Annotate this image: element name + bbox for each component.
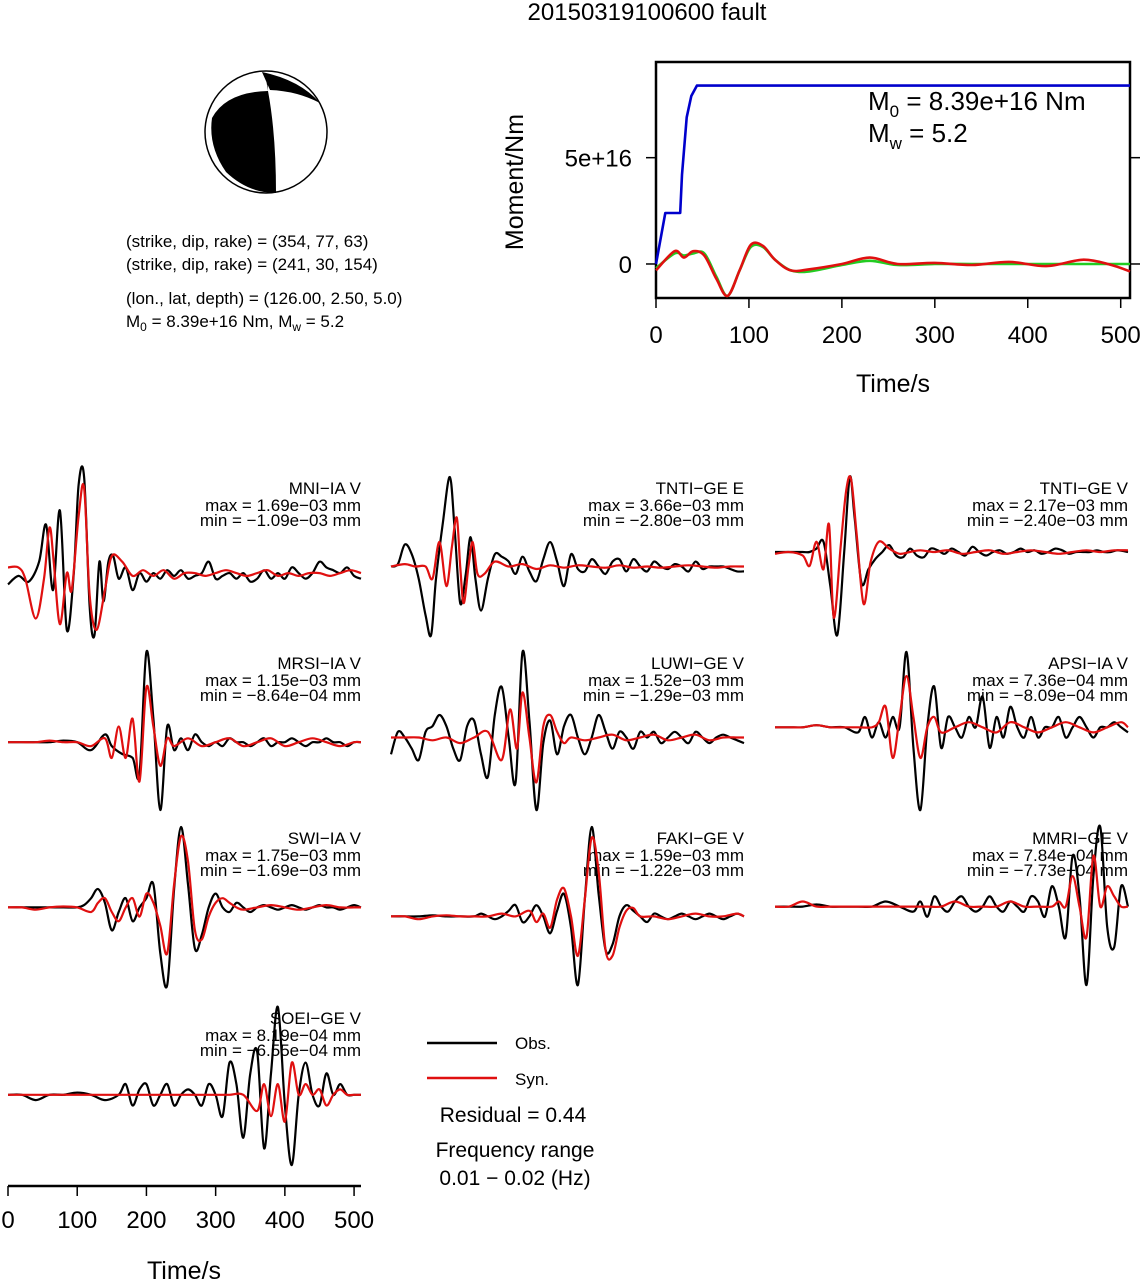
station-min: min = −2.40e−03 mm (967, 511, 1128, 530)
station-min: min = −8.64e−04 mm (200, 686, 361, 705)
moment-series-line (655, 241, 1131, 298)
syn-trace (390, 691, 744, 784)
station-min: min = −1.29e−03 mm (583, 686, 744, 705)
plane2-label: (strike, dip, rake) = (241, 30, 154) (126, 255, 378, 274)
waveform-x-label: Time/s (147, 1257, 221, 1280)
station-max: max = 2.17e−03 mm (972, 496, 1128, 515)
obs-trace (7, 649, 362, 812)
station-max: max = 7.84e−04 mm (972, 846, 1128, 865)
syn-trace (390, 516, 745, 605)
syn-trace (7, 483, 362, 631)
moment-x-tick-label: 400 (1008, 322, 1048, 349)
syn-trace (7, 684, 362, 783)
residual-label: Residual = 0.44 (440, 1104, 587, 1127)
moment-series (654, 84, 1131, 298)
moment-series-line (655, 243, 1130, 298)
waveform-x-tick-label: 200 (126, 1207, 166, 1234)
moment-x-tick-label: 500 (1101, 322, 1141, 349)
moment-series-line (654, 84, 1130, 265)
moment-y-label: Moment/Nm (501, 114, 529, 250)
station-name: MNI−IA V (289, 479, 362, 498)
syn-trace (8, 1061, 361, 1123)
station-max: max = 1.59e−03 mm (588, 846, 744, 865)
station-min: min = −1.09e−03 mm (200, 511, 361, 530)
legend-obs-label: Obs. (515, 1034, 551, 1053)
moment-plot-frame (654, 60, 1132, 300)
station-name: LUWI−GE V (651, 654, 745, 673)
moment-label-m0-sub: 0 (140, 320, 147, 334)
station-max: max = 1.52e−03 mm (588, 671, 744, 690)
station-min: min = −8.09e−04 mm (967, 686, 1128, 705)
syn-trace (775, 675, 1129, 760)
obs-trace (775, 650, 1129, 812)
moment-x-label: Time/s (856, 370, 930, 398)
waveform-x-tick-label: 400 (265, 1207, 305, 1234)
station-min: min = −7.73e−04 mm (967, 861, 1128, 880)
station-name: SWI−IA V (288, 829, 362, 848)
station-max: max = 3.66e−03 mm (588, 496, 744, 515)
moment-panel: 0 5e+16 0 100 200 300 400 500 Moment/Nm Time/s… (501, 60, 1141, 398)
station-name: SOEI−GE V (270, 1009, 362, 1028)
station-name: MMRI−GE V (1032, 829, 1129, 848)
station-name: APSI−IA V (1048, 654, 1129, 673)
obs-trace (389, 649, 745, 812)
frequency-range: 0.01 − 0.02 (Hz) (439, 1167, 590, 1190)
moment-label-mw-value: = 5.2 (301, 312, 344, 331)
station-name: FAKI−GE V (657, 829, 745, 848)
waveform-x-tick-label: 500 (334, 1207, 374, 1234)
legend: Obs. Syn. Residual = 0.44 Frequency rang… (427, 1034, 594, 1190)
waveform-x-tick-label: 0 (1, 1207, 14, 1234)
beachball-icon (204, 70, 328, 194)
moment-y-ticks: 0 5e+16 (565, 146, 1140, 279)
station-max: max = 8.19e−04 mm (205, 1026, 361, 1045)
moment-label: M0 = 8.39e+16 Nm, Mw = 5.2 (126, 312, 344, 334)
station-min: min = −1.22e−03 mm (583, 861, 744, 880)
moment-y-tick-label: 5e+16 (565, 146, 632, 173)
syn-trace (390, 835, 745, 961)
moment-label-m0: M (126, 312, 140, 331)
legend-syn-label: Syn. (515, 1070, 549, 1089)
station-max: max = 7.36e−04 mm (972, 671, 1128, 690)
waveform-x-tick-label: 300 (196, 1207, 236, 1234)
station-max: max = 1.69e−03 mm (205, 496, 361, 515)
station-name: MRSI−IA V (277, 654, 361, 673)
waveform-x-tick-label: 100 (57, 1207, 97, 1234)
moment-x-ticks: 0 100 200 300 400 500 (649, 298, 1141, 349)
location-label: (lon., lat, depth) = (126.00, 2.50, 5.0) (126, 289, 402, 308)
station-name: TNTI−GE E (656, 479, 744, 498)
station-max: max = 1.75e−03 mm (205, 846, 361, 865)
figure-title: 20150319100600 fault (528, 0, 767, 26)
moment-x-tick-label: 100 (729, 322, 769, 349)
waveform-time-axis: Time/s 0 100 200 300 400 500 (1, 1184, 374, 1280)
station-name: TNTI−GE V (1040, 479, 1129, 498)
moment-annotation-m0: M0 = 8.39e+16 Nm (868, 86, 1086, 121)
moment-x-tick-label: 300 (915, 322, 955, 349)
syn-trace (774, 475, 1129, 619)
moment-label-m0-value: = 8.39e+16 Nm, M (147, 312, 293, 331)
moment-label-mw-sub: w (291, 320, 301, 334)
syn-trace (7, 834, 361, 956)
frequency-title: Frequency range (436, 1139, 595, 1162)
moment-annotation-mw: Mw = 5.2 (868, 118, 968, 153)
station-min: min = −1.69e−03 mm (200, 861, 361, 880)
moment-y-tick-label: 0 (619, 252, 632, 279)
moment-x-tick-label: 0 (649, 322, 662, 349)
plane1-label: (strike, dip, rake) = (354, 77, 63) (126, 232, 368, 251)
station-min: min = −2.80e−03 mm (583, 511, 744, 530)
syn-trace (774, 854, 1129, 940)
station-max: max = 1.15e−03 mm (205, 671, 361, 690)
moment-x-tick-label: 200 (822, 322, 862, 349)
